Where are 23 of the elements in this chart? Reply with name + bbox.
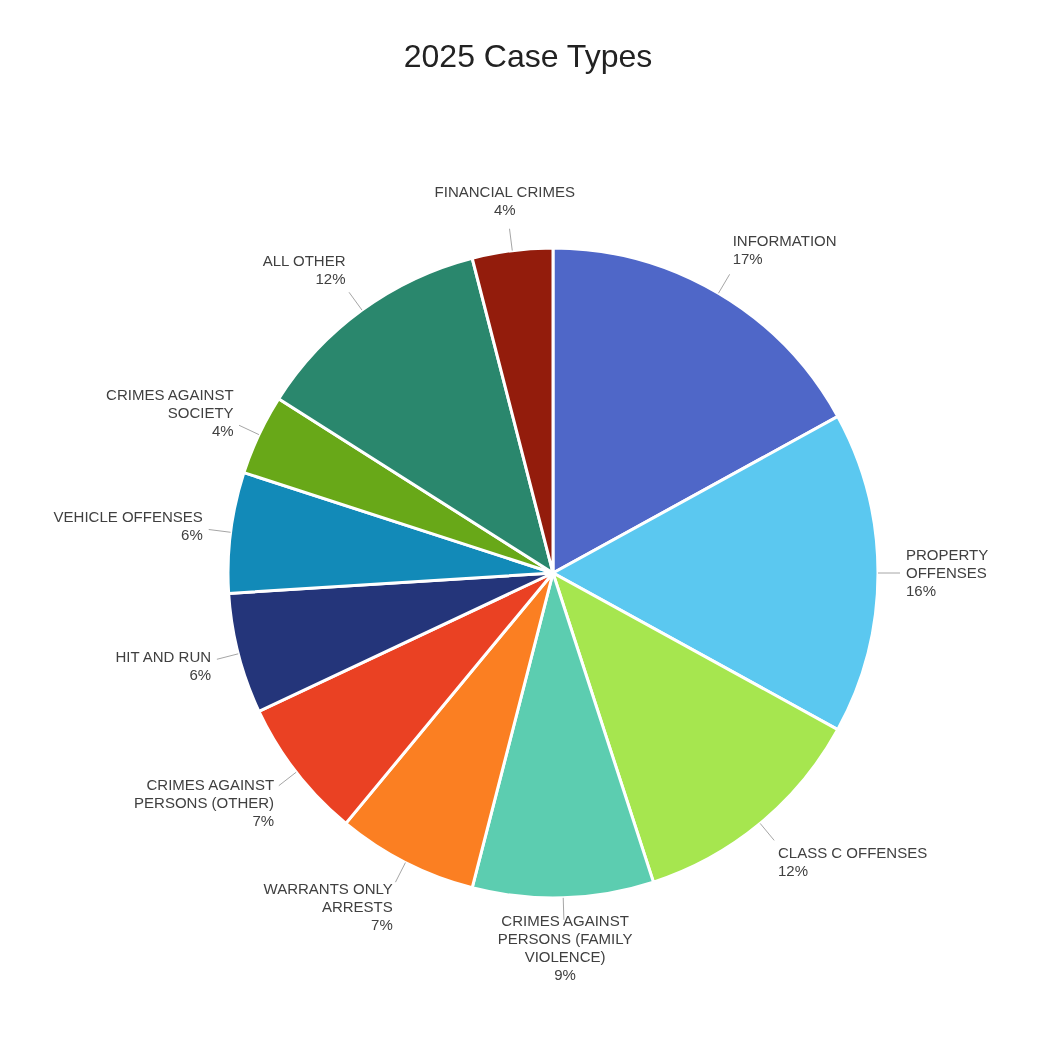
data-label: 6% [189,666,212,684]
data-label: 4% [493,200,516,218]
slice-label: ALL OTHER [262,251,346,269]
data-label: 4% [211,422,234,440]
data-label: 16% [906,582,937,599]
slice-label: CRIMES AGAINST PERSONS (FAMILY VIOLENCE) [497,911,633,965]
data-label: 12% [778,861,809,879]
slice-label: CRIMES AGAINST PERSONS (OTHER) [134,775,275,811]
slice-label: FINANCIAL CRIMES [434,182,575,200]
slice-label: CLASS C OFFENSES [778,843,928,861]
data-label: 12% [315,269,346,287]
chart-title: 2025 Case Types [402,37,654,76]
data-label: 7% [252,811,275,829]
data-label: 9% [554,965,576,983]
data-label: 6% [181,526,203,543]
slice-label: CRIMES AGAINST SOCIETY [106,386,234,422]
slice-label: WARRANTS ONLY ARRESTS [263,880,393,916]
data-label: 17% [732,250,763,268]
data-label: 7% [371,916,393,934]
slice-label: VEHICLE OFFENSES [53,508,203,525]
slice-label: PROPERTY OFFENSES [906,546,989,581]
slice-label: HIT AND RUN [115,648,212,666]
slice-label: INFORMATION [732,232,837,250]
